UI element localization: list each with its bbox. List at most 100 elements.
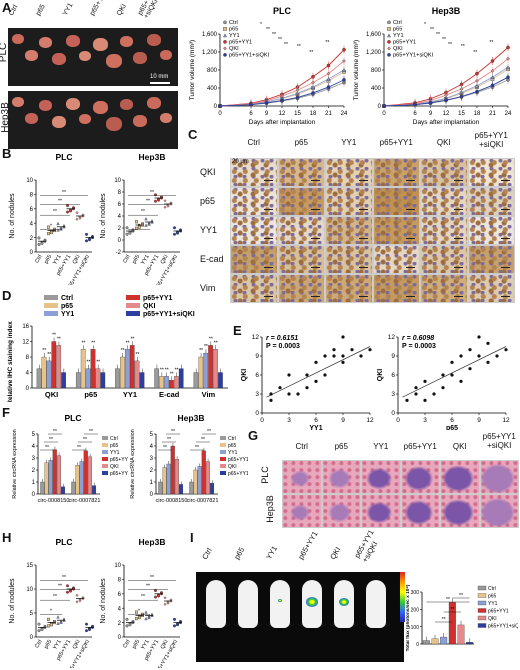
y-tick-label: 0 bbox=[150, 492, 154, 498]
mouse-group-label: p65+YY1 +siQKI bbox=[352, 528, 380, 564]
y-tick-label: 1,200 bbox=[366, 50, 382, 56]
scale-bar bbox=[501, 209, 510, 210]
significance-mark: ** bbox=[163, 445, 167, 451]
scale-bar bbox=[453, 180, 463, 181]
ihc-image-tile bbox=[325, 187, 373, 216]
significance-mark: ** bbox=[473, 50, 477, 56]
ihc-column-label: QKI bbox=[436, 138, 451, 147]
data-point bbox=[475, 83, 479, 88]
tumor-specimen bbox=[12, 97, 24, 107]
mouse-group-label: p65+YY1 bbox=[296, 529, 320, 561]
tumor-specimen bbox=[106, 54, 122, 68]
ihc-row-label: Vim bbox=[200, 283, 216, 293]
significance-mark: ** bbox=[442, 37, 446, 43]
legend-label: p65+YY1+siQKI bbox=[110, 471, 128, 477]
tumor-specimen bbox=[79, 51, 91, 61]
he-column-label: p65 bbox=[334, 442, 348, 451]
legend-label: p65+YY1+siQKI bbox=[229, 53, 270, 59]
circrna-chart-plc: PLC 0 1 2 3 4 5 Relative circRNA expression circ… bbox=[12, 413, 128, 504]
data-point bbox=[475, 71, 479, 76]
bar bbox=[193, 372, 199, 389]
legend-swatch bbox=[44, 295, 58, 300]
he-image-tile bbox=[479, 460, 519, 494]
ihc-image-tile bbox=[277, 187, 325, 216]
tumor-specimen bbox=[12, 34, 24, 44]
y-axis-label: QKI bbox=[377, 369, 384, 382]
series-line bbox=[383, 47, 509, 107]
he-column-label: YY1 bbox=[373, 442, 389, 451]
y-tick-label: 800 bbox=[207, 68, 218, 74]
significance-mark: ** bbox=[150, 575, 154, 581]
data-point bbox=[342, 59, 346, 63]
data-point bbox=[486, 341, 490, 345]
data-point bbox=[311, 80, 315, 85]
mouse-group-label: p65 bbox=[232, 545, 247, 561]
x-tick-label: circ-0007821 bbox=[187, 498, 219, 504]
bar bbox=[36, 368, 42, 389]
x-tick-label: YY1 bbox=[123, 390, 137, 399]
y-tick-label: 9 bbox=[255, 353, 259, 360]
legend-label: QKI bbox=[228, 464, 237, 470]
chart-title: PLC bbox=[56, 152, 73, 162]
y-tick-label: 0 bbox=[118, 238, 122, 244]
data-point bbox=[506, 75, 510, 79]
bar bbox=[115, 368, 120, 389]
y-tick-label: 4 bbox=[32, 444, 36, 450]
ihc-image-tile bbox=[372, 158, 420, 187]
x-tick-label: 3 bbox=[287, 417, 291, 424]
mouse-image bbox=[238, 580, 258, 628]
tumor-specimen bbox=[39, 100, 52, 111]
y-tick-label: 10 bbox=[26, 178, 33, 184]
significance-mark: ** bbox=[89, 429, 93, 435]
tumor-specimen bbox=[93, 38, 108, 51]
x-tick-label: 0 bbox=[396, 417, 400, 424]
tumor-group-label: p65+YY1 +siQKI bbox=[136, 0, 160, 21]
x-tick-label: 9 bbox=[477, 417, 481, 424]
he-column-label: QKI bbox=[452, 442, 467, 451]
data-point bbox=[269, 392, 273, 396]
bar bbox=[120, 356, 125, 389]
bar bbox=[170, 445, 175, 495]
scale-bar bbox=[406, 180, 415, 181]
significance-mark: ** bbox=[436, 32, 440, 38]
x-tick-label: 15 bbox=[294, 111, 301, 117]
bar bbox=[164, 376, 169, 389]
data-point bbox=[504, 348, 508, 352]
y-tick-label: 8 bbox=[30, 193, 34, 199]
significance-mark: ** bbox=[195, 445, 199, 451]
tumor-group-label: p65+YY1 bbox=[88, 0, 110, 17]
legend-label: QKI bbox=[110, 464, 119, 470]
y-axis-label: No. of nodules bbox=[9, 578, 16, 624]
scale-bar bbox=[406, 267, 415, 268]
legend-swatch bbox=[102, 450, 108, 454]
x-tick-label: p65 bbox=[131, 254, 141, 265]
data-point bbox=[37, 242, 41, 246]
panel-label-d: D bbox=[2, 288, 12, 303]
panel-label-c: C bbox=[188, 127, 198, 142]
ihc-image-tile bbox=[372, 216, 420, 245]
series-line bbox=[383, 76, 509, 107]
data-point bbox=[506, 45, 510, 50]
data-point bbox=[350, 348, 354, 352]
scale-bar bbox=[358, 296, 368, 297]
data-point bbox=[326, 63, 331, 68]
bar bbox=[41, 356, 47, 389]
data-point bbox=[341, 354, 345, 358]
he-image-tile bbox=[321, 460, 361, 494]
legend-label: p65+YY1+siQKI bbox=[143, 311, 195, 318]
bar bbox=[56, 455, 61, 495]
legend-swatch bbox=[102, 443, 108, 447]
x-tick-label: QKI bbox=[160, 254, 170, 266]
ihc-image-tile bbox=[420, 187, 468, 216]
significance-mark: ** bbox=[49, 437, 53, 443]
data-point bbox=[459, 94, 464, 99]
data-point bbox=[135, 610, 139, 614]
data-point bbox=[84, 629, 88, 633]
he-image-tile bbox=[440, 460, 480, 494]
significance-mark: ** bbox=[58, 198, 62, 204]
data-point bbox=[506, 56, 510, 61]
significance-mark: ** bbox=[77, 445, 81, 451]
ihc-image-tile bbox=[325, 158, 373, 187]
data-point bbox=[135, 220, 139, 224]
